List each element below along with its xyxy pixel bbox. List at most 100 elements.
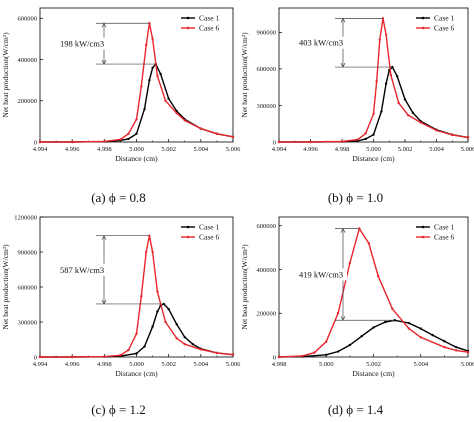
- data-point: [148, 78, 151, 82]
- legend-label: Case 6: [199, 24, 219, 33]
- data-point: [175, 323, 178, 326]
- data-point: [360, 335, 363, 338]
- y-axis-label: Net heat production(W/cm³): [1, 32, 10, 118]
- data-point: [127, 348, 130, 352]
- data-point: [419, 121, 422, 124]
- arrow-head-bottom: [340, 316, 346, 322]
- data-point: [183, 335, 186, 339]
- data-point: [454, 345, 458, 349]
- legend-marker: [421, 225, 425, 229]
- data-point: [309, 140, 312, 144]
- data-point: [127, 137, 130, 141]
- data-point: [466, 350, 470, 354]
- x-tick-label: 4.996: [65, 146, 80, 153]
- data-point: [151, 325, 154, 328]
- arrow-head-top: [340, 17, 346, 23]
- data-point: [231, 353, 235, 356]
- data-point: [199, 348, 203, 351]
- data-point: [231, 135, 235, 139]
- data-point: [364, 132, 367, 135]
- y-axis-label: Net heat production(W/cm³): [240, 244, 249, 330]
- x-tick-label: 5.000: [129, 146, 144, 153]
- data-point: [151, 250, 154, 254]
- data-point: [70, 140, 74, 144]
- x-tick-label: 5.002: [366, 361, 381, 368]
- x-tick-label: 4.996: [65, 361, 80, 368]
- data-point: [151, 66, 154, 69]
- data-point: [191, 342, 194, 346]
- data-point: [411, 111, 415, 114]
- y-tick-label: 600000: [257, 223, 277, 230]
- data-point: [159, 72, 162, 76]
- annotation-bg: [58, 37, 108, 50]
- x-tick-label: 5.000: [319, 361, 334, 368]
- y-tick-label: 600000: [18, 284, 38, 291]
- arrow-head-bottom: [101, 299, 107, 305]
- series-line-case1: [278, 319, 469, 358]
- y-tick-label: 0: [273, 354, 276, 361]
- x-tick-label: 4.994: [272, 146, 287, 153]
- annotation-bg: [297, 36, 347, 49]
- difference-annotation: 587 kW/cm3: [60, 265, 104, 275]
- arrow-head-top: [101, 234, 107, 240]
- data-point: [406, 114, 410, 117]
- data-point: [301, 354, 304, 358]
- difference-annotation: 419 kW/cm3: [299, 269, 343, 279]
- data-point: [391, 307, 394, 311]
- data-point: [144, 43, 148, 47]
- data-point: [119, 354, 122, 357]
- difference-annotation: 403 kW/cm3: [299, 38, 343, 48]
- caption-c: (c) ϕ = 1.2: [91, 402, 146, 417]
- series-line-case6: [40, 235, 234, 358]
- data-point: [380, 110, 383, 113]
- data-point: [348, 261, 352, 265]
- data-point: [336, 312, 340, 315]
- legend-marker: [421, 235, 425, 239]
- data-point: [384, 33, 388, 36]
- data-point: [466, 136, 470, 139]
- data-point: [378, 38, 381, 41]
- data-point: [140, 295, 143, 298]
- difference-annotation: 198 kW/cm3: [60, 39, 104, 49]
- data-point: [135, 132, 138, 135]
- legend-label: Case 1: [434, 223, 454, 232]
- legend-marker: [421, 26, 425, 30]
- data-point: [443, 340, 446, 343]
- x-tick-label: 5.006: [226, 146, 241, 153]
- data-point: [435, 129, 438, 132]
- data-point: [367, 242, 370, 245]
- data-point: [164, 99, 167, 102]
- data-point: [38, 355, 42, 359]
- x-tick-label: 4.998: [272, 361, 287, 368]
- data-point: [384, 320, 387, 324]
- arrow-head-bottom: [101, 59, 107, 65]
- data-point: [167, 97, 170, 100]
- data-point: [156, 310, 159, 313]
- chart-panel-3: 4.998 5.000 5.002 5.004 5.006 Distance (cm) 0 2…: [240, 216, 474, 378]
- series-line-case6: [278, 226, 469, 358]
- data-point: [336, 350, 340, 353]
- data-point: [143, 107, 146, 111]
- x-tick-label: 4.998: [97, 361, 112, 368]
- y-tick-label: 400000: [257, 267, 277, 274]
- x-tick-label: 5.002: [161, 361, 176, 368]
- data-point: [277, 140, 281, 144]
- data-point: [119, 138, 122, 141]
- x-tick-label: 5.002: [398, 146, 413, 153]
- x-tick-label: 5.004: [429, 146, 444, 153]
- legend-marker: [421, 16, 425, 20]
- data-point: [143, 345, 146, 348]
- data-point: [215, 132, 219, 135]
- data-point: [313, 351, 316, 354]
- data-point: [103, 355, 106, 358]
- x-tick-label: 4.998: [335, 146, 350, 153]
- data-point: [356, 138, 359, 141]
- y-axis-label: Net heat production(W/cm³): [1, 244, 10, 330]
- x-tick-label: 4.996: [303, 146, 318, 153]
- caption-d: (d) ϕ = 1.4: [327, 402, 384, 417]
- data-point: [70, 355, 74, 359]
- y-tick-label: 0: [34, 354, 37, 361]
- data-point: [144, 250, 148, 254]
- data-point: [103, 140, 106, 143]
- data-point: [407, 321, 411, 325]
